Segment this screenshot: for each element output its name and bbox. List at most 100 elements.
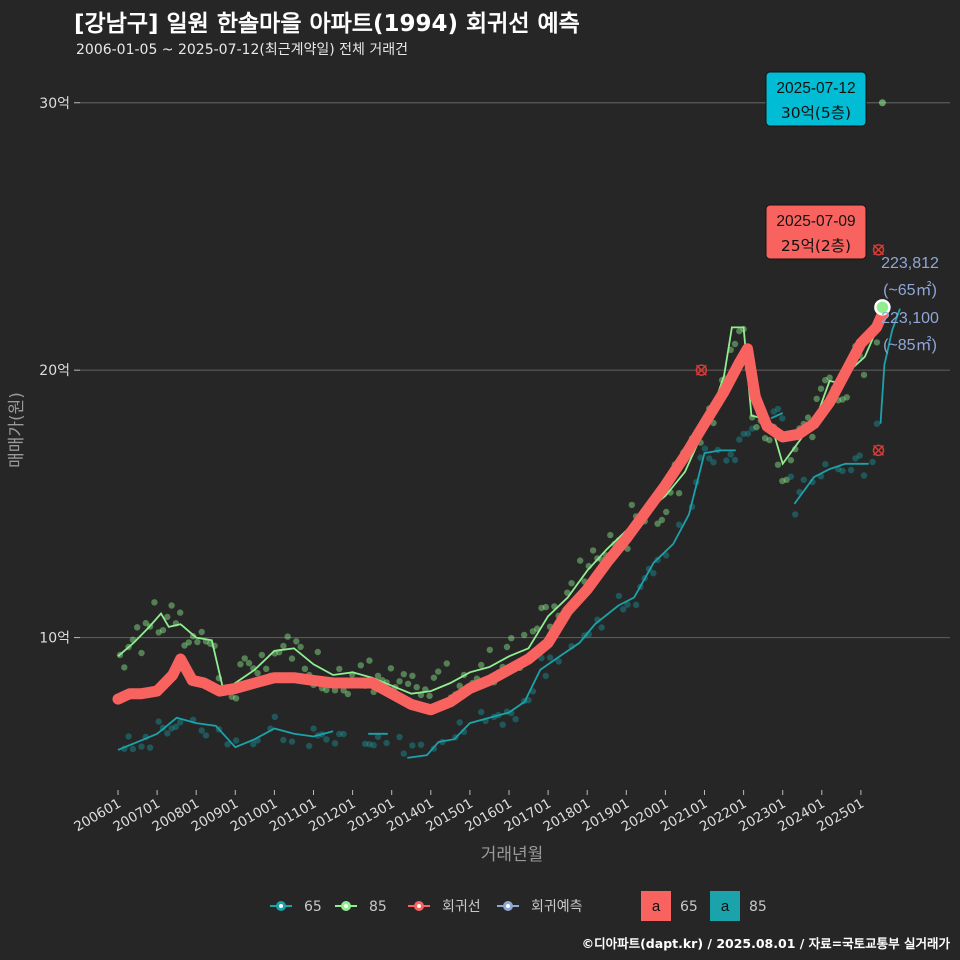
scatter-point-85 bbox=[736, 327, 743, 335]
scatter-point-85 bbox=[185, 639, 192, 646]
scatter-point-65 bbox=[370, 742, 377, 749]
scatter-point-85 bbox=[232, 695, 240, 702]
scatter-point-85 bbox=[374, 672, 382, 679]
outlier-cross bbox=[695, 364, 707, 376]
scatter-point-85 bbox=[387, 665, 395, 672]
scatter-point-65 bbox=[306, 742, 313, 750]
outlier-cross bbox=[872, 444, 885, 456]
scatter-point-65 bbox=[740, 430, 747, 438]
scatter-point-65 bbox=[172, 723, 180, 730]
scatter-point-65 bbox=[736, 436, 743, 443]
scatter-point-85 bbox=[822, 377, 829, 384]
scatter-point-85 bbox=[138, 649, 145, 657]
scatter-point-85 bbox=[241, 655, 248, 662]
scatter-point-65 bbox=[847, 466, 855, 474]
scatter-point-85 bbox=[366, 657, 373, 664]
scatter-point-65 bbox=[177, 719, 184, 726]
scatter-point-85 bbox=[344, 690, 352, 698]
scatter-point-65 bbox=[744, 430, 752, 437]
scatter-point-65 bbox=[198, 727, 205, 734]
scatter-point-65 bbox=[787, 473, 795, 480]
scatter-point-85 bbox=[843, 394, 850, 401]
scatter-point-85 bbox=[478, 661, 485, 669]
scatter-point-85 bbox=[263, 665, 270, 672]
scatter-point-85 bbox=[783, 476, 790, 483]
scatter-point-85 bbox=[357, 662, 364, 669]
scatter-point-65 bbox=[478, 708, 485, 716]
scatter-point-85 bbox=[826, 374, 833, 381]
scatter-point-65 bbox=[706, 455, 713, 462]
scatter-point-65 bbox=[792, 511, 799, 518]
scatter-point-85 bbox=[254, 669, 261, 677]
scatter-point-65 bbox=[164, 730, 171, 737]
line-layer bbox=[112, 305, 901, 759]
scatter-point-85 bbox=[564, 589, 571, 596]
scatter-point-85 bbox=[280, 642, 287, 650]
scatter-point-65 bbox=[499, 721, 506, 728]
scatter-point-85 bbox=[323, 686, 330, 694]
y-tick-label: 10억 bbox=[39, 631, 70, 647]
scatter-point-65 bbox=[125, 733, 132, 740]
scatter-point-65 bbox=[555, 658, 562, 665]
scatter-point-65 bbox=[731, 456, 739, 464]
scatter-point-65 bbox=[856, 452, 863, 459]
scatter-point-85 bbox=[607, 531, 614, 539]
legend-key-label: 65 bbox=[680, 899, 698, 915]
scatter-point-85 bbox=[654, 520, 661, 527]
scatter-point-65 bbox=[323, 736, 330, 743]
outlier-marker bbox=[695, 364, 708, 376]
scatter-point-65 bbox=[852, 455, 859, 462]
scatter-point-65 bbox=[869, 458, 876, 466]
scatter-point-65 bbox=[710, 459, 717, 466]
scatter-point-65 bbox=[624, 601, 631, 608]
scatter-point-85 bbox=[198, 628, 205, 636]
annotation-price: 30억(5층) bbox=[781, 104, 851, 122]
chart-title: [강남구] 일원 한솔마을 아파트(1994) 회귀선 예측 bbox=[74, 11, 580, 37]
outlier-marker bbox=[872, 444, 885, 457]
forecast-value-label: 223,100 bbox=[881, 310, 939, 327]
legend-key-box bbox=[710, 891, 740, 921]
scatter-point-65 bbox=[224, 741, 231, 748]
scatter-point-85 bbox=[142, 619, 149, 627]
forecast-size-label: (~85㎡) bbox=[883, 336, 937, 354]
scatter-point-85 bbox=[538, 604, 545, 612]
scatter-point-85 bbox=[314, 648, 321, 656]
legend-dot-center-1 bbox=[344, 904, 348, 908]
scatter-point-65 bbox=[129, 745, 137, 753]
annotation-box bbox=[765, 204, 867, 260]
scatter-point-65 bbox=[417, 741, 425, 748]
scatter-point-65 bbox=[701, 445, 709, 452]
outlier-cross bbox=[872, 244, 885, 256]
scatter-point-85 bbox=[443, 660, 450, 667]
scatter-point-85 bbox=[435, 668, 442, 675]
scatter-point-85 bbox=[766, 436, 773, 444]
y-axis-title: 매매가(원) bbox=[7, 392, 27, 468]
source-footer: ©디아파트(dapt.kr) / 2025.08.01 / 자료=국토교통부 실… bbox=[581, 936, 950, 951]
scatter-point-85 bbox=[301, 665, 309, 672]
scatter-point-85 bbox=[155, 629, 162, 636]
scatter-point-85 bbox=[663, 508, 670, 516]
scatter-point-85 bbox=[508, 635, 515, 642]
scatter-point-85 bbox=[774, 461, 782, 468]
scatter-point-65 bbox=[155, 718, 162, 725]
scatter-point-top bbox=[878, 99, 886, 107]
scatter-point-65 bbox=[396, 733, 403, 741]
scatter-point-85 bbox=[761, 435, 769, 442]
series-line-65 bbox=[117, 308, 901, 759]
scatter-point-85 bbox=[568, 580, 575, 587]
scatter-point-65 bbox=[250, 740, 257, 748]
scatter-point-85 bbox=[628, 501, 635, 509]
scatter-point-65 bbox=[336, 730, 343, 738]
scatter-point-85 bbox=[134, 624, 141, 631]
scatter-point-65 bbox=[650, 570, 657, 577]
scatter-point-65 bbox=[663, 552, 670, 559]
scatter-point-65 bbox=[202, 732, 210, 739]
legend-layer: 65 85 회귀선 회귀예측 a 65 a 85 bbox=[270, 891, 767, 921]
scatter-point-85 bbox=[331, 687, 339, 694]
scatter-point-65 bbox=[512, 716, 519, 723]
scatter-point-85 bbox=[181, 642, 188, 649]
series-line-85 bbox=[117, 305, 886, 695]
scatter-point-85 bbox=[284, 633, 291, 640]
scatter-point-85 bbox=[809, 433, 816, 441]
